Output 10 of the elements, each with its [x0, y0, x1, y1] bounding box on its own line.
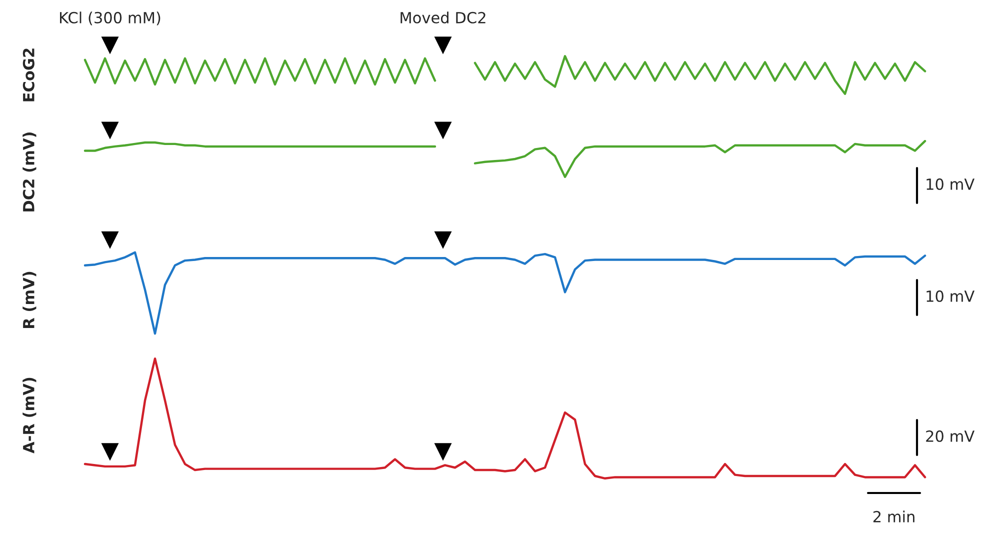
text: Moved DC2: [400, 12, 486, 24]
y-axis-title: DC2 (mV): [22, 132, 36, 212]
y-axis-title: R (mV): [22, 272, 36, 328]
text: 10 mV: [926, 178, 975, 190]
text: 2 min: [873, 510, 914, 522]
annotation: 20 mV: [926, 430, 975, 442]
y-axis-title: A-R (mV): [22, 378, 36, 454]
annotation: 10 mV: [926, 290, 975, 302]
y-axis-title: ECoG2: [22, 48, 34, 102]
text: KCl (300 mM): [60, 12, 160, 26]
